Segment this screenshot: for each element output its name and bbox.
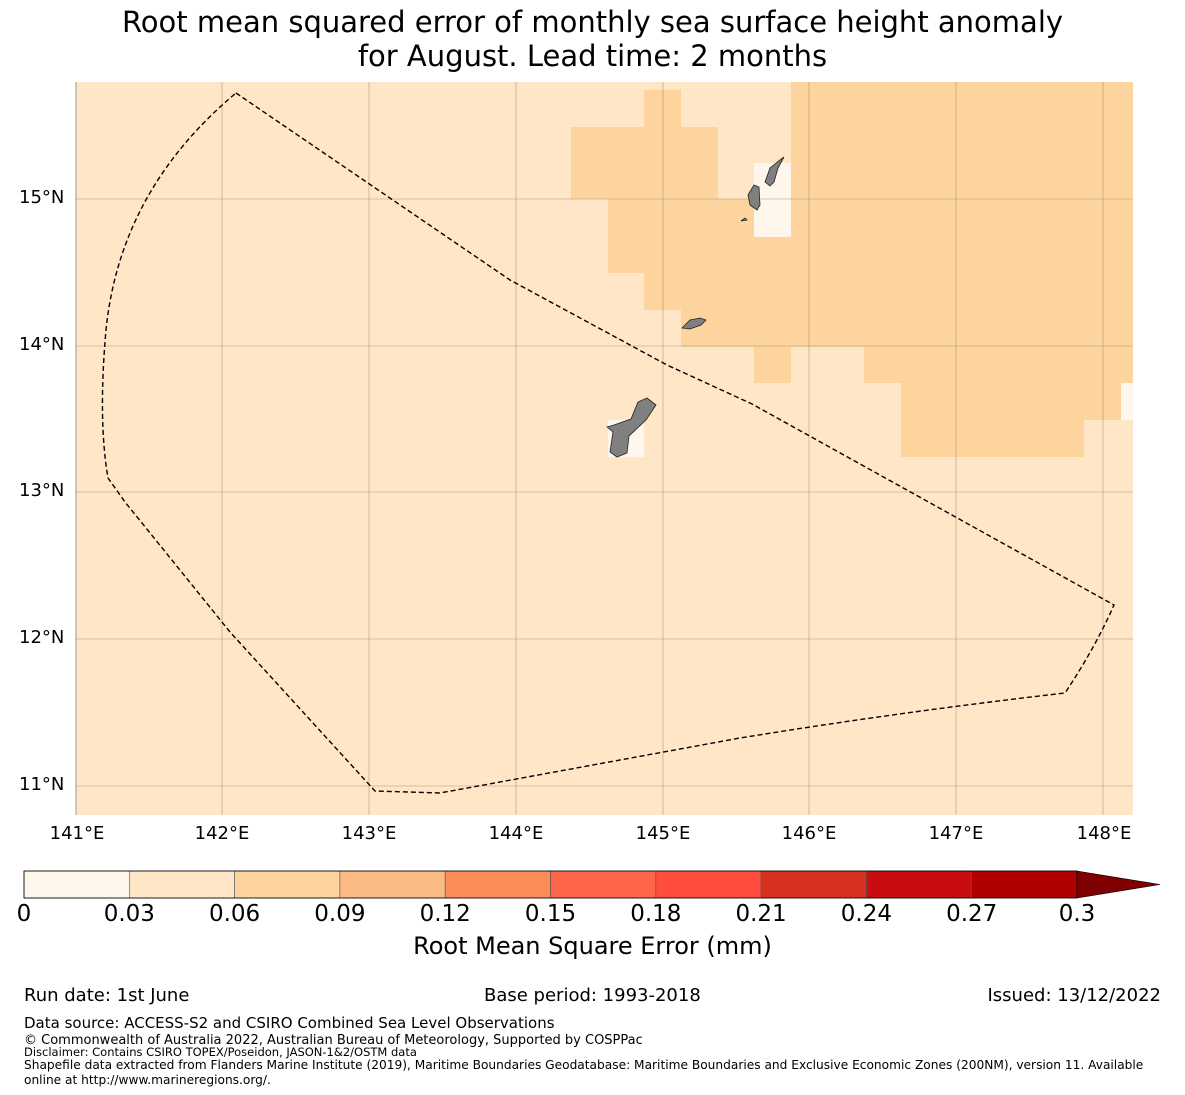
disclaimer: Disclaimer: Contains CSIRO TOPEX/Poseido…	[24, 1045, 417, 1059]
data-source: Data source: ACCESS-S2 and CSIRO Combine…	[24, 1014, 555, 1032]
rmse-cell	[644, 90, 681, 127]
lat-label-13n: 13°N	[19, 480, 65, 501]
rmse-cell	[644, 273, 791, 310]
colorbar-segment	[971, 870, 1078, 899]
rmse-cell	[901, 383, 1133, 420]
colorbar-label: Root Mean Square Error (mm)	[413, 932, 772, 960]
issued-date: Issued: 13/12/2022	[987, 985, 1161, 1006]
islands	[606, 156, 785, 458]
map-plot	[75, 82, 1133, 815]
colorbar-segment	[866, 870, 973, 899]
rmse-cell	[791, 82, 1133, 347]
rmse-cell	[1121, 383, 1133, 420]
saipan-north-island	[764, 156, 785, 187]
colorbar-segment	[444, 870, 551, 899]
colorbar-segment	[234, 870, 341, 899]
run-date: Run date: 1st June	[24, 985, 190, 1006]
lat-label-11n: 11°N	[19, 774, 65, 795]
colorbar-tick-label: 0.27	[946, 901, 998, 927]
lon-label-144e: 144°E	[488, 823, 544, 844]
rmse-high-cells	[571, 82, 1133, 457]
title-line-2: for August. Lead time: 2 months	[357, 39, 828, 73]
colorbar-tick-label: 0.15	[524, 901, 577, 927]
colorbar-tick-label: 0	[16, 901, 32, 927]
saipan-south-island	[747, 184, 761, 211]
colorbar-outline	[23, 870, 1078, 899]
colorbar-tick-label: 0.24	[840, 901, 892, 927]
colorbar-segment	[129, 870, 235, 899]
lat-label-15n: 15°N	[19, 187, 65, 208]
graticule	[76, 82, 1133, 815]
colorbar-segment	[655, 870, 762, 899]
rmse-cell	[864, 347, 1133, 383]
colorbar-tick-label: 0.21	[735, 901, 787, 927]
lon-label-146e: 146°E	[781, 823, 837, 844]
guam-island	[606, 397, 657, 458]
colorbar-segment	[23, 870, 130, 899]
lat-label-14n: 14°N	[19, 334, 65, 355]
rmse-cell	[754, 347, 791, 383]
shapefile-credit: Shapefile data extracted from Flanders M…	[24, 1058, 1144, 1087]
colorbar-tick-label: 0.09	[314, 901, 366, 927]
rmse-cell	[571, 127, 718, 199]
rmse-cell	[901, 420, 1084, 457]
colorbar-segment	[339, 870, 446, 899]
colorbar-tick-label: 0.3	[1058, 901, 1096, 927]
tinian-island	[740, 217, 748, 222]
lat-label-12n: 12°N	[19, 627, 65, 648]
colorbar-tick-label: 0.06	[208, 901, 261, 927]
copyright: © Commonwealth of Australia 2022, Austra…	[24, 1033, 643, 1048]
base-period: Base period: 1993-2018	[484, 985, 701, 1006]
colorbar-extend-arrow	[1076, 870, 1161, 899]
lon-label-147e: 147°E	[928, 823, 984, 844]
colorbar-segment	[760, 870, 867, 899]
lon-label-145e: 145°E	[635, 823, 691, 844]
colorbar-tick-label: 0.12	[419, 901, 471, 927]
colorbar-tick-label: 0.18	[630, 901, 682, 927]
colorbar-tick-label: 0.03	[103, 901, 155, 927]
lon-label-142e: 142°E	[194, 823, 250, 844]
rmse-cell	[681, 310, 791, 347]
lon-label-148e: 148°E	[1076, 823, 1132, 844]
rota-island	[681, 317, 707, 330]
lon-label-143e: 143°E	[341, 823, 397, 844]
title-line-1: Root mean squared error of monthly sea s…	[121, 5, 1064, 39]
colorbar-segment	[550, 870, 657, 899]
eez-boundary	[101, 92, 1115, 794]
lon-label-141e: 141°E	[49, 823, 105, 844]
